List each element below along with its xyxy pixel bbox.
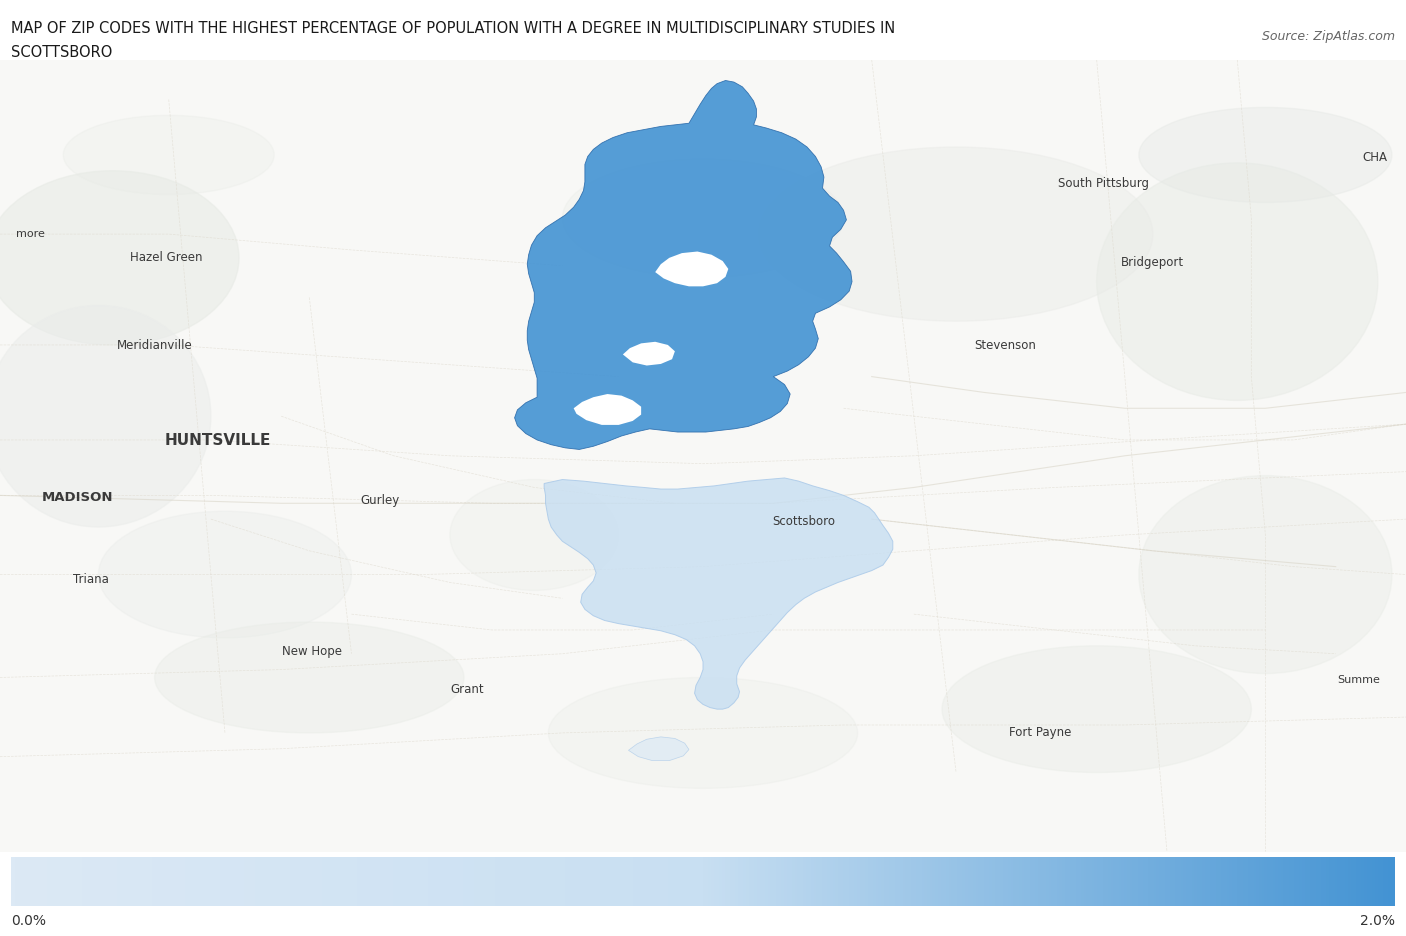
Text: SCOTTSBORO: SCOTTSBORO bbox=[11, 45, 112, 60]
Ellipse shape bbox=[0, 306, 211, 528]
Ellipse shape bbox=[98, 512, 352, 638]
Ellipse shape bbox=[562, 160, 844, 278]
Ellipse shape bbox=[1139, 476, 1392, 674]
Ellipse shape bbox=[155, 622, 464, 733]
Text: Triana: Triana bbox=[73, 573, 110, 585]
Polygon shape bbox=[574, 395, 641, 426]
Text: Bridgeport: Bridgeport bbox=[1122, 256, 1184, 269]
Text: 0.0%: 0.0% bbox=[11, 914, 46, 927]
Text: Source: ZipAtlas.com: Source: ZipAtlas.com bbox=[1261, 30, 1395, 43]
Text: Meridianville: Meridianville bbox=[117, 338, 193, 351]
Ellipse shape bbox=[548, 678, 858, 788]
Text: Fort Payne: Fort Payne bbox=[1010, 725, 1071, 738]
Text: more: more bbox=[17, 228, 45, 239]
Text: Grant: Grant bbox=[450, 682, 484, 695]
Ellipse shape bbox=[450, 480, 619, 591]
Polygon shape bbox=[515, 81, 852, 450]
Ellipse shape bbox=[759, 148, 1153, 322]
Text: MAP OF ZIP CODES WITH THE HIGHEST PERCENTAGE OF POPULATION WITH A DEGREE IN MULT: MAP OF ZIP CODES WITH THE HIGHEST PERCEN… bbox=[11, 21, 896, 36]
Text: MADISON: MADISON bbox=[42, 491, 112, 504]
Ellipse shape bbox=[0, 171, 239, 345]
Text: Hazel Green: Hazel Green bbox=[129, 251, 202, 263]
Ellipse shape bbox=[942, 646, 1251, 773]
Text: HUNTSVILLE: HUNTSVILLE bbox=[165, 433, 271, 448]
Text: South Pittsburg: South Pittsburg bbox=[1059, 177, 1149, 190]
Text: Stevenson: Stevenson bbox=[974, 339, 1036, 352]
Text: 2.0%: 2.0% bbox=[1360, 914, 1395, 927]
Text: Summe: Summe bbox=[1337, 674, 1379, 684]
Polygon shape bbox=[544, 478, 893, 709]
Ellipse shape bbox=[63, 116, 274, 196]
Ellipse shape bbox=[1097, 164, 1378, 401]
Text: CHA: CHA bbox=[1362, 151, 1388, 164]
Text: Gurley: Gurley bbox=[360, 493, 399, 506]
Text: Scottsboro: Scottsboro bbox=[773, 515, 835, 528]
Polygon shape bbox=[623, 343, 675, 366]
Polygon shape bbox=[628, 737, 689, 761]
Text: New Hope: New Hope bbox=[283, 644, 342, 657]
Ellipse shape bbox=[1139, 109, 1392, 203]
Polygon shape bbox=[655, 252, 728, 287]
